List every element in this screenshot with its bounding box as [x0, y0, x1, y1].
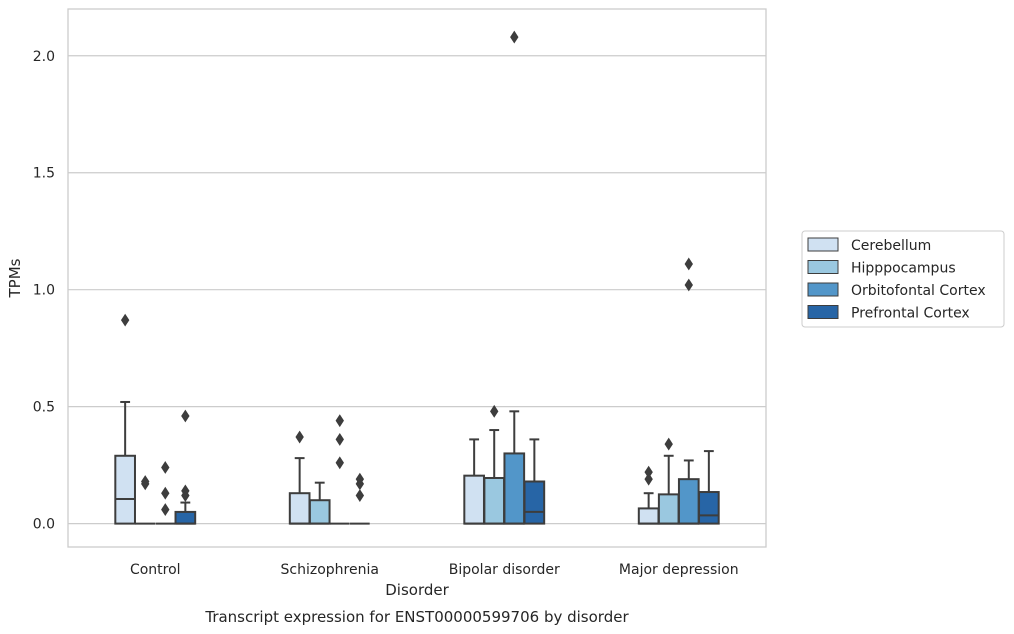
box-body: [657, 493, 680, 525]
box-hipppocampus: [483, 404, 506, 525]
box-body: [523, 480, 546, 525]
x-tick-label: Major depression: [619, 562, 739, 578]
y-tick-label: 1.0: [33, 283, 55, 299]
y-tick-label: 1.5: [33, 166, 55, 182]
legend-swatch: [807, 237, 839, 252]
x-axis-label: Disorder: [385, 581, 449, 599]
boxes-layer: [114, 30, 720, 525]
outlier-point: [120, 313, 130, 327]
box-body: [698, 491, 720, 525]
outlier-point: [355, 472, 365, 486]
outlier-point: [141, 475, 150, 488]
outlier-point: [161, 486, 170, 500]
legend: Cerebellum Hipppocampus Orbitofontal Corte…: [801, 230, 1005, 328]
outlier-point: [161, 503, 170, 516]
outlier-point: [335, 414, 344, 428]
box-body: [288, 492, 311, 525]
box-body: [503, 452, 526, 525]
outlier-point: [644, 472, 653, 486]
y-tick-label: 0.0: [33, 517, 55, 533]
y-axis-ticks: 0.0 0.5 1.0 1.5 2.0: [33, 49, 55, 533]
legend-label: Prefrontal Cortex: [851, 306, 970, 322]
box-prefrontal-cortex: [350, 472, 370, 525]
x-tick-label: Schizophrenia: [281, 562, 379, 578]
chart-title: Transcript expression for ENST0000059970…: [204, 608, 629, 626]
y-tick-label: 2.0: [33, 49, 55, 65]
legend-frame: [801, 230, 1005, 328]
legend-label: Orbitofontal Cortex: [851, 283, 986, 299]
plot-frame: [67, 8, 767, 548]
outlier-point: [181, 484, 190, 498]
outlier-point: [644, 465, 653, 479]
box-body: [483, 476, 506, 525]
outlier-point: [684, 257, 693, 271]
x-tick-label: Bipolar disorder: [449, 562, 560, 578]
box-hipppocampus: [135, 475, 156, 525]
outlier-point: [684, 278, 693, 292]
box-prefrontal-cortex: [523, 438, 546, 525]
box-prefrontal-cortex: [698, 450, 720, 525]
box-orbitofontal-cortex: [503, 30, 526, 525]
y-axis-label: TPMs: [6, 258, 24, 298]
box-hipppocampus: [308, 481, 331, 525]
box-body: [463, 474, 485, 525]
outlier-point: [335, 456, 344, 470]
outlier-point: [335, 432, 344, 446]
outlier-point: [510, 30, 519, 44]
box-body: [677, 478, 700, 525]
outlier-point: [664, 437, 673, 451]
outlier-point: [295, 430, 304, 444]
box-hipppocampus: [657, 437, 680, 525]
y-tick-label: 0.5: [33, 400, 55, 416]
box-body: [114, 454, 136, 525]
x-axis-ticks: Control Schizophrenia Bipolar disorder Majo…: [130, 562, 739, 578]
legend-swatch: [807, 282, 839, 297]
box-orbitofontal-cortex: [155, 461, 176, 525]
legend-swatch: [807, 260, 839, 274]
box-body: [637, 507, 660, 525]
x-tick-label: Control: [130, 562, 181, 578]
outlier-point: [161, 461, 170, 474]
box-cerebellum: [114, 313, 136, 525]
outlier-point: [181, 409, 190, 423]
box-body: [308, 499, 331, 525]
legend-label: Hipppocampus: [851, 261, 956, 277]
outlier-point: [490, 404, 499, 418]
box-body: [174, 510, 197, 525]
legend-label: Cerebellum: [851, 238, 931, 254]
box-prefrontal-cortex: [174, 409, 197, 525]
legend-swatch: [807, 305, 839, 319]
box-orbitofontal-cortex: [329, 414, 350, 525]
outlier-point: [355, 489, 365, 502]
